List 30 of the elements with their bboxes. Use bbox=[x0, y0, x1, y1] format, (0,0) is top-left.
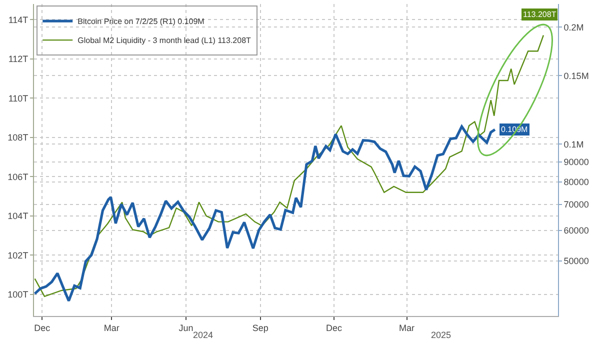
y-tick-label: 112T bbox=[8, 54, 29, 64]
y2-tick-label: 80000 bbox=[564, 176, 589, 187]
x-tick-label: Mar bbox=[104, 322, 120, 333]
y2-tick-label: 90000 bbox=[564, 157, 589, 168]
y-tick-label: 104T bbox=[8, 211, 29, 222]
y-tick-label: 106T bbox=[8, 172, 29, 182]
y2-tick-label: 70000 bbox=[564, 199, 589, 210]
y2-tick-label: 0.15M bbox=[564, 70, 589, 81]
data-label: 113.208T bbox=[523, 10, 556, 19]
text: 2024 bbox=[193, 330, 214, 340]
line-series bbox=[34, 34, 544, 297]
legend-label: Bitcoin Price on 7/2/25 (R1) 0.109M bbox=[78, 17, 205, 26]
x-tick-label: Dec bbox=[34, 322, 51, 333]
line-series bbox=[34, 125, 496, 302]
x-tick-label: Dec bbox=[326, 322, 343, 333]
y-tick-label: 108T bbox=[8, 132, 29, 143]
x-tick-label: Mar bbox=[399, 322, 415, 333]
x-tick-label: Jun bbox=[178, 322, 194, 333]
x-tick-label: Sep bbox=[252, 322, 268, 333]
y2-tick-label: 60000 bbox=[564, 225, 589, 236]
data-label: 0.109M bbox=[501, 125, 528, 134]
y-tick-label: 114T bbox=[8, 14, 29, 25]
y-tick-label: 110T bbox=[8, 93, 29, 104]
y-tick-label: 102T bbox=[8, 250, 29, 260]
y2-tick-label: 0.2M bbox=[564, 22, 584, 32]
y-tick-label: 100T bbox=[8, 290, 29, 300]
y2-tick-label: 0.1M bbox=[564, 139, 584, 150]
y2-tick-label: 50000 bbox=[564, 256, 589, 266]
legend-label: Global M2 Liquidity - 3 month lead (L1) 113.208T bbox=[78, 36, 252, 46]
text: 2025 bbox=[431, 330, 452, 340]
